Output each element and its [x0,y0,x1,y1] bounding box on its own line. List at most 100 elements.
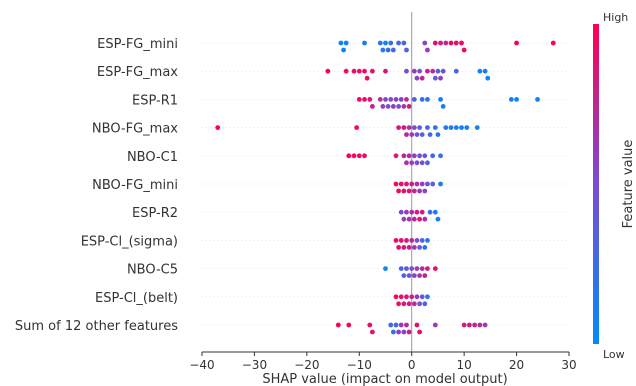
shap-point [369,104,375,109]
shap-point [369,329,375,335]
shap-point [404,132,409,138]
shap-point [404,97,409,102]
shap-point [432,209,438,215]
shap-point [396,125,402,130]
shap-point [419,266,425,271]
shap-point [466,322,472,328]
shap-point [364,75,370,81]
shap-point [411,301,417,307]
shap-point [383,40,388,46]
colorbar-low-label: Low [603,348,625,361]
colorbar-title: Feature value [621,140,636,229]
shap-point [461,322,467,328]
shap-point [411,97,417,102]
shap-point [401,245,407,250]
shap-point [459,40,464,46]
shap-point [411,245,417,250]
shap-point [356,68,362,74]
shap-point [453,40,459,46]
shap-point [419,160,425,166]
shap-point [398,209,404,215]
shap-point [401,40,407,46]
shap-point [380,104,386,109]
shap-point [346,322,352,328]
shap-point [417,329,422,335]
shap-point [417,125,422,130]
shap-point [438,40,443,46]
shap-point [425,181,430,187]
shap-point [535,97,540,102]
shap-point [438,97,443,102]
shap-point [396,104,402,109]
shap-point [422,216,428,222]
shap-point [377,97,383,102]
shap-point [338,40,344,46]
shap-point [425,47,430,53]
shap-point [396,301,402,307]
shap-point [383,97,388,102]
shap-point [482,68,488,74]
shap-point [356,97,362,102]
shap-point [411,68,417,74]
shap-point [401,329,407,335]
shap-point [414,294,420,300]
shap-point [409,181,415,187]
shap-point [409,266,415,271]
feature-label: ESP-Cl_(sigma) [81,234,178,249]
shap-point [440,68,446,74]
shap-point [343,40,349,46]
shap-point [398,181,404,187]
x-tick-label: −10 [347,358,372,372]
shap-point [411,125,417,130]
x-tick-label: −20 [294,358,319,372]
shap-point [419,132,425,138]
shap-point [443,40,449,46]
shap-point [409,238,415,243]
shap-point [417,153,422,159]
shap-point [404,322,409,328]
shap-point [414,266,420,271]
shap-point [430,68,436,74]
shap-point [430,181,436,187]
shap-point [425,238,430,243]
shap-point [362,97,367,102]
x-tick-label: −30 [242,358,267,372]
shap-point [425,68,430,74]
shap-point [459,125,464,130]
shap-point [411,216,417,222]
shap-point [404,68,409,74]
shap-point [425,266,430,271]
shap-point [390,104,396,109]
shap-point [398,266,404,271]
feature-label: NBO-FG_mini [92,178,178,193]
x-tick-label: 0 [408,358,416,372]
shap-point [461,47,467,53]
shap-point [432,125,438,130]
shap-point [448,40,454,46]
x-tick-label: 10 [457,358,472,372]
feature-label: NBO-FG_max [92,122,178,137]
shap-point [477,68,483,74]
shap-point [432,322,438,328]
shap-point [419,75,425,81]
shap-point [401,104,407,109]
shap-point [390,47,396,53]
shap-point [414,238,420,243]
shap-point [367,322,373,328]
shap-point [401,153,407,159]
shap-point [409,209,415,215]
shap-point [432,75,438,81]
shap-point [404,47,409,53]
shap-point [419,238,425,243]
shap-point [438,153,443,159]
shap-point [393,97,399,102]
shap-point [427,209,433,215]
x-axis-title: SHAP value (impact on model output) [262,372,507,386]
shap-point [401,188,407,194]
shap-point [482,322,488,328]
shap-point [414,322,420,328]
shap-point [453,68,459,74]
shap-point [406,329,412,335]
shap-point [419,181,425,187]
shap-point [422,153,428,159]
